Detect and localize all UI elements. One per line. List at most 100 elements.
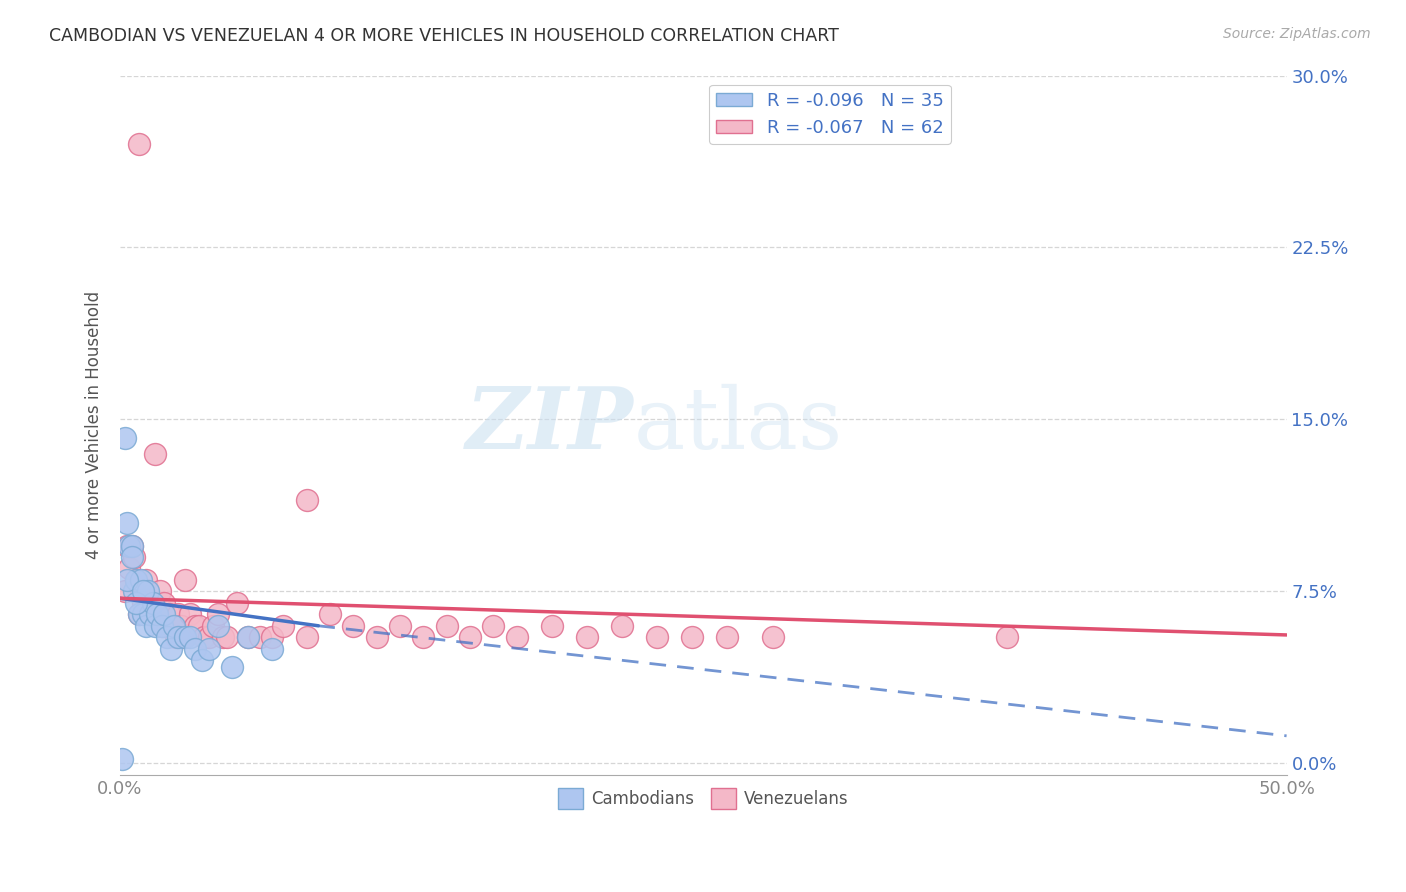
- Point: [162, 619, 184, 633]
- Point: [342, 619, 364, 633]
- Point: [132, 584, 155, 599]
- Point: [156, 630, 179, 644]
- Point: [125, 573, 148, 587]
- Point: [162, 619, 184, 633]
- Text: Source: ZipAtlas.com: Source: ZipAtlas.com: [1223, 27, 1371, 41]
- Point: [153, 607, 176, 622]
- Point: [217, 630, 239, 644]
- Point: [136, 584, 159, 599]
- Point: [225, 596, 247, 610]
- Point: [142, 596, 165, 610]
- Point: [436, 619, 458, 633]
- Point: [202, 619, 225, 633]
- Point: [295, 630, 318, 644]
- Point: [645, 630, 668, 644]
- Point: [190, 653, 212, 667]
- Point: [128, 607, 150, 622]
- Point: [174, 630, 197, 644]
- Point: [115, 539, 138, 553]
- Point: [128, 137, 150, 152]
- Point: [183, 619, 205, 633]
- Point: [169, 619, 191, 633]
- Point: [153, 596, 176, 610]
- Point: [139, 607, 162, 622]
- Point: [132, 607, 155, 622]
- Point: [179, 607, 201, 622]
- Point: [115, 516, 138, 530]
- Point: [146, 607, 169, 622]
- Point: [156, 619, 179, 633]
- Point: [122, 584, 145, 599]
- Point: [111, 752, 134, 766]
- Point: [167, 630, 190, 644]
- Point: [160, 619, 183, 633]
- Point: [132, 596, 155, 610]
- Point: [174, 573, 197, 587]
- Point: [150, 619, 173, 633]
- Point: [143, 619, 166, 633]
- Point: [610, 619, 633, 633]
- Point: [125, 596, 148, 610]
- Point: [211, 630, 233, 644]
- Point: [412, 630, 434, 644]
- Point: [114, 584, 136, 599]
- Point: [135, 619, 157, 633]
- Point: [128, 607, 150, 622]
- Point: [167, 607, 190, 622]
- Point: [143, 607, 166, 622]
- Text: CAMBODIAN VS VENEZUELAN 4 OR MORE VEHICLES IN HOUSEHOLD CORRELATION CHART: CAMBODIAN VS VENEZUELAN 4 OR MORE VEHICL…: [49, 27, 839, 45]
- Point: [388, 619, 411, 633]
- Point: [238, 630, 260, 644]
- Point: [121, 549, 143, 564]
- Point: [165, 630, 187, 644]
- Point: [575, 630, 598, 644]
- Point: [366, 630, 388, 644]
- Point: [122, 549, 145, 564]
- Point: [172, 630, 194, 644]
- Point: [482, 619, 505, 633]
- Point: [149, 584, 172, 599]
- Point: [188, 619, 211, 633]
- Point: [115, 573, 138, 587]
- Y-axis label: 4 or more Vehicles in Household: 4 or more Vehicles in Household: [86, 291, 103, 559]
- Point: [260, 641, 283, 656]
- Point: [143, 447, 166, 461]
- Point: [260, 630, 283, 644]
- Point: [135, 573, 157, 587]
- Point: [249, 630, 271, 644]
- Point: [207, 607, 229, 622]
- Point: [146, 607, 169, 622]
- Point: [157, 607, 180, 622]
- Point: [193, 630, 215, 644]
- Point: [129, 573, 152, 587]
- Point: [319, 607, 342, 622]
- Point: [183, 641, 205, 656]
- Point: [197, 630, 219, 644]
- Point: [121, 539, 143, 553]
- Point: [136, 607, 159, 622]
- Point: [179, 630, 201, 644]
- Point: [197, 641, 219, 656]
- Point: [540, 619, 562, 633]
- Point: [458, 630, 481, 644]
- Point: [150, 619, 173, 633]
- Point: [505, 630, 527, 644]
- Point: [716, 630, 738, 644]
- Point: [160, 641, 183, 656]
- Point: [238, 630, 260, 644]
- Point: [207, 619, 229, 633]
- Point: [139, 607, 162, 622]
- Point: [221, 660, 243, 674]
- Point: [118, 561, 141, 575]
- Point: [762, 630, 785, 644]
- Point: [142, 596, 165, 610]
- Point: [129, 584, 152, 599]
- Point: [114, 431, 136, 445]
- Text: ZIP: ZIP: [465, 384, 633, 467]
- Point: [295, 492, 318, 507]
- Legend: Cambodians, Venezuelans: Cambodians, Venezuelans: [551, 781, 855, 815]
- Point: [125, 573, 148, 587]
- Point: [995, 630, 1018, 644]
- Point: [121, 539, 143, 553]
- Text: atlas: atlas: [633, 384, 842, 467]
